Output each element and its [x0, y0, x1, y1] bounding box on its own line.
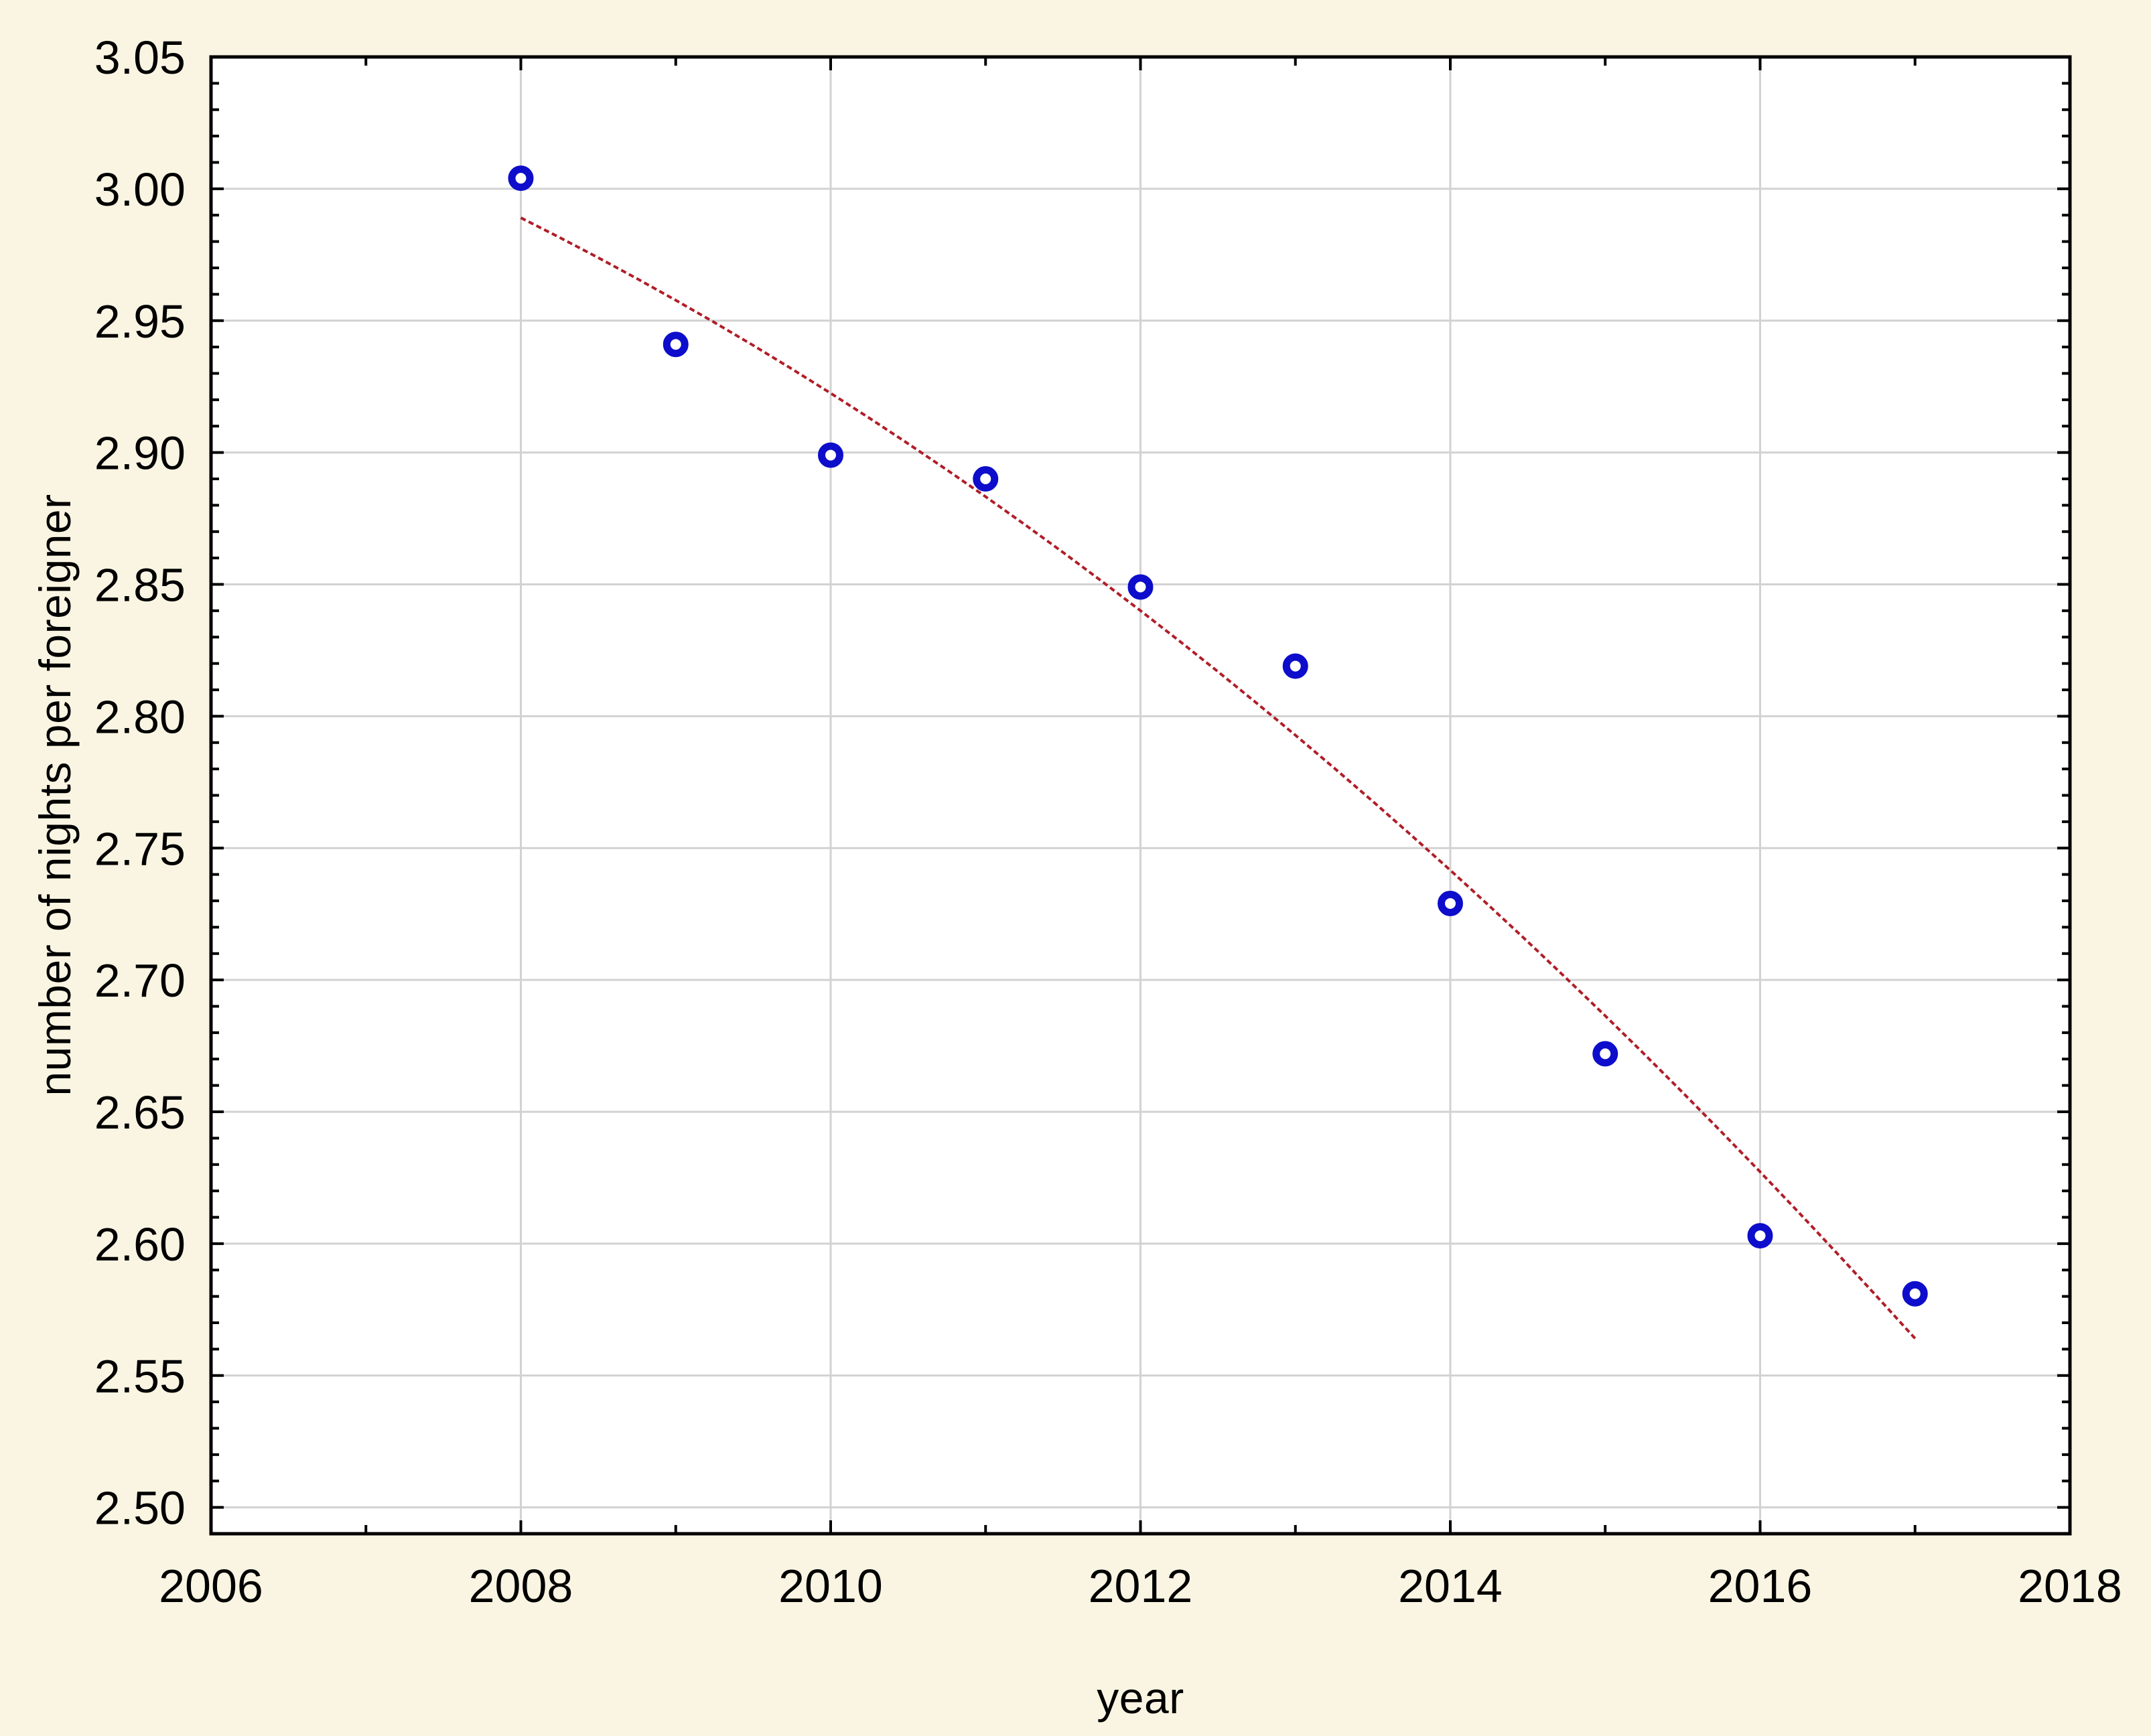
y-axis-title: number of nights per foreigner: [30, 494, 80, 1096]
y-tick-label: 3.05: [94, 31, 186, 84]
data-point-2016: [1747, 1223, 1773, 1249]
y-tick-label: 2.70: [94, 954, 186, 1007]
x-tick-label: 2008: [469, 1560, 573, 1612]
y-tick-label: 2.90: [94, 427, 186, 480]
data-point-2010: [818, 442, 843, 468]
data-point-2017: [1902, 1281, 1928, 1307]
y-tick-label: 2.75: [94, 822, 186, 875]
x-tick-label: 2016: [1708, 1560, 1813, 1612]
data-point-2013: [1282, 653, 1308, 679]
data-point-2011: [973, 466, 999, 492]
x-tick-label: 2012: [1089, 1560, 1193, 1612]
x-axis-title: year: [1097, 1673, 1184, 1723]
data-point-2009: [663, 332, 689, 358]
y-tick-label: 2.55: [94, 1350, 186, 1402]
x-tick-label: 2006: [159, 1560, 263, 1612]
y-tick-label: 2.65: [94, 1086, 186, 1139]
y-tick-label: 2.95: [94, 295, 186, 348]
y-tick-label: 2.85: [94, 559, 186, 611]
data-point-2015: [1592, 1041, 1618, 1067]
x-tick-label: 2010: [778, 1560, 883, 1612]
x-tick-label: 2014: [1398, 1560, 1503, 1612]
trend-line: [520, 216, 1917, 1340]
data-point-2012: [1127, 574, 1154, 600]
x-tick-label: 2018: [2018, 1560, 2122, 1612]
y-tick-label: 2.60: [94, 1218, 186, 1271]
data-point-2008: [508, 165, 534, 192]
y-tick-label: 3.00: [94, 163, 186, 216]
y-tick-label: 2.80: [94, 691, 186, 743]
y-tick-label: 2.50: [94, 1482, 186, 1534]
data-point-2014: [1438, 890, 1463, 916]
